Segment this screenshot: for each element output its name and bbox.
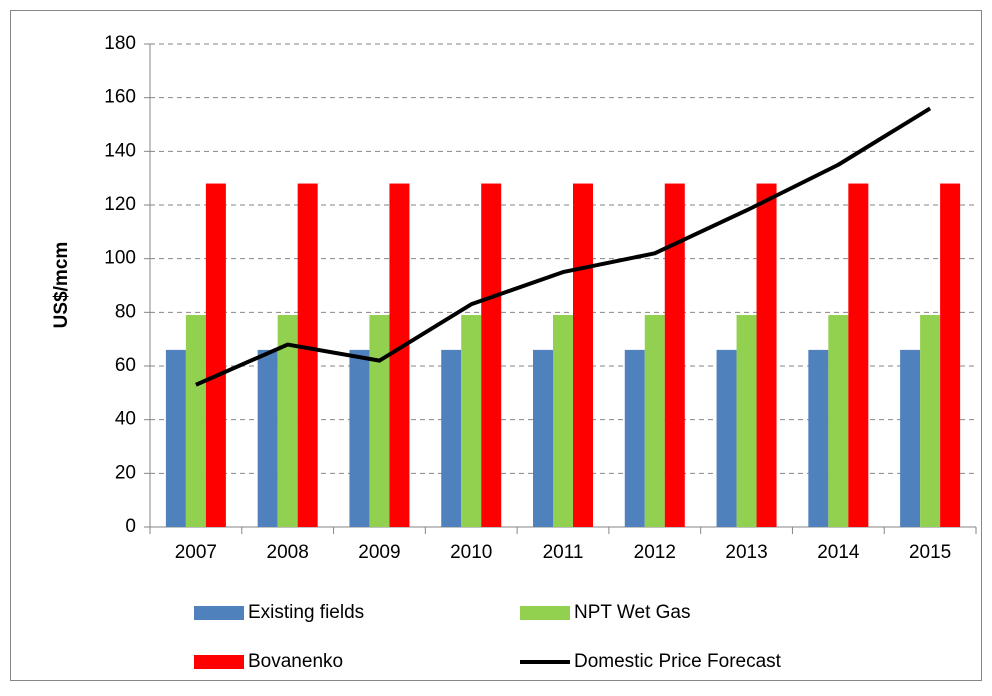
bar — [257, 349, 278, 527]
line-series — [195, 106, 932, 387]
x-tick-label: 2013 — [725, 542, 767, 563]
y-tick-label: 0 — [125, 516, 136, 537]
legend-swatch — [194, 606, 244, 620]
bar — [664, 183, 685, 528]
bar — [441, 349, 462, 527]
legend-label: Bovanenko — [248, 651, 343, 672]
legend-label: Existing fields — [248, 602, 364, 623]
y-tick-label: 160 — [104, 87, 136, 108]
bar — [553, 315, 573, 527]
bar — [205, 183, 226, 528]
y-tick-label: 20 — [115, 462, 136, 483]
bar — [900, 349, 921, 527]
x-tick-label: 2008 — [267, 542, 309, 563]
bar — [756, 183, 777, 528]
x-tick-label: 2007 — [175, 542, 217, 563]
bar — [185, 315, 206, 527]
bar — [389, 183, 410, 528]
bar — [349, 349, 370, 527]
x-tick-label: 2010 — [450, 542, 492, 563]
bar — [533, 349, 553, 527]
bar — [828, 315, 849, 527]
x-tick-label: 2012 — [634, 542, 676, 563]
bar — [940, 183, 961, 528]
x-tick-label: 2015 — [909, 542, 951, 563]
bar — [736, 315, 757, 527]
bar — [808, 349, 829, 527]
bar — [848, 183, 869, 528]
legend-label: NPT Wet Gas — [574, 602, 691, 623]
bar — [624, 349, 645, 527]
bar — [644, 315, 665, 527]
x-tick-label: 2009 — [358, 542, 400, 563]
x-tick-label: 2014 — [817, 542, 860, 563]
bar — [369, 315, 390, 527]
bar — [573, 183, 593, 528]
bar — [165, 349, 186, 527]
y-tick-label: 80 — [115, 301, 136, 322]
y-tick-label: 100 — [104, 248, 136, 269]
bar — [716, 349, 737, 527]
legend-swatch — [520, 606, 570, 620]
bar — [297, 183, 318, 528]
y-axis-label: US$/mcm — [51, 242, 72, 329]
y-tick-label: 140 — [104, 140, 136, 161]
x-tick-label: 2011 — [543, 542, 584, 563]
bar — [461, 315, 482, 527]
legend-swatch — [194, 655, 244, 669]
bar — [920, 315, 941, 527]
bar — [481, 183, 502, 528]
y-tick-label: 180 — [104, 33, 136, 54]
y-tick-label: 120 — [104, 194, 136, 215]
y-tick-label: 40 — [115, 409, 136, 430]
bar — [277, 315, 298, 527]
y-tick-label: 60 — [115, 355, 136, 376]
legend-label: Domestic Price Forecast — [574, 651, 782, 672]
